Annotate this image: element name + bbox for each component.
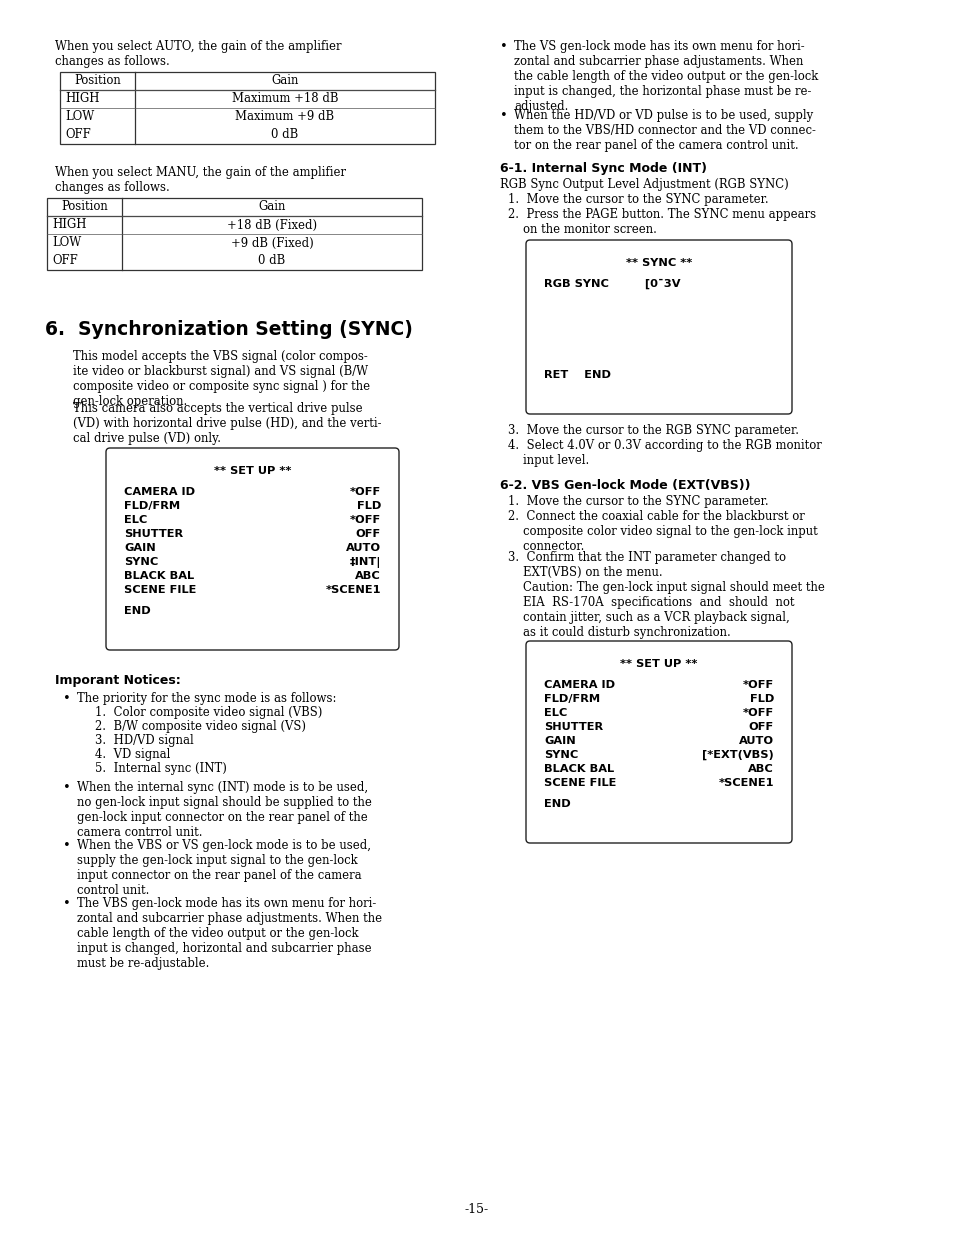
Text: 4.  Select 4.0V or 0.3V according to the RGB monitor
    input level.: 4. Select 4.0V or 0.3V according to the … [507, 439, 821, 467]
Text: RGB Sync Output Level Adjustment (RGB SYNC): RGB Sync Output Level Adjustment (RGB SY… [499, 178, 788, 191]
Text: +18 dB (Fixed): +18 dB (Fixed) [227, 218, 316, 232]
Text: Imporant Notices:: Imporant Notices: [55, 673, 180, 687]
Text: When you select MANU, the gain of the amplifier
changes as follows.: When you select MANU, the gain of the am… [55, 166, 346, 194]
Text: 2.  B/W composite video signal (VS): 2. B/W composite video signal (VS) [95, 721, 306, 733]
Text: 1.  Color composite video signal (VBS): 1. Color composite video signal (VBS) [95, 706, 322, 719]
Text: [*EXT(VBS): [*EXT(VBS) [701, 750, 773, 760]
Text: HIGH: HIGH [65, 93, 99, 105]
Text: Maximum +9 dB: Maximum +9 dB [235, 110, 335, 124]
Text: OFF: OFF [748, 722, 773, 732]
FancyBboxPatch shape [525, 240, 791, 413]
FancyBboxPatch shape [525, 641, 791, 843]
Text: The VS gen-lock mode has its own menu for hori-
zontal and subcarrier phase adju: The VS gen-lock mode has its own menu fo… [514, 40, 818, 113]
Text: •: • [63, 898, 71, 910]
Text: BLACK BAL: BLACK BAL [124, 571, 193, 581]
Text: 6-1. Internal Sync Mode (INT): 6-1. Internal Sync Mode (INT) [499, 162, 706, 175]
Text: 3.  Confirm that the INT parameter changed to
    EXT(VBS) on the menu.
    Caut: 3. Confirm that the INT parameter change… [507, 551, 824, 639]
Text: When the internal sync (INT) mode is to be used,
no gen-lock input signal should: When the internal sync (INT) mode is to … [77, 781, 372, 839]
Text: +9 dB (Fixed): +9 dB (Fixed) [231, 236, 313, 250]
Text: SCENE FILE: SCENE FILE [124, 586, 196, 595]
Text: RET    END: RET END [543, 370, 610, 380]
Text: When the HD/VD or VD pulse is to be used, supply
them to the VBS/HD connector an: When the HD/VD or VD pulse is to be used… [514, 109, 815, 152]
Text: *OFF: *OFF [350, 515, 380, 525]
Bar [47, 198, 421, 270]
Text: AUTO: AUTO [739, 737, 773, 747]
Text: 2.  Connect the coaxial cable for the blackburst or
    composite color video si: 2. Connect the coaxial cable for the bla… [507, 510, 817, 553]
Text: *OFF: *OFF [350, 487, 380, 496]
Text: •: • [499, 109, 507, 123]
Text: SYNC: SYNC [124, 557, 158, 567]
Text: END: END [543, 799, 570, 808]
Text: 3.  HD/VD signal: 3. HD/VD signal [95, 734, 193, 747]
Bar [60, 72, 435, 144]
Text: Position: Position [74, 74, 121, 88]
Text: 6-2. VBS Gen-lock Mode (EXT(VBS)): 6-2. VBS Gen-lock Mode (EXT(VBS)) [499, 479, 750, 491]
Text: ** SYNC **: ** SYNC ** [625, 258, 691, 267]
Text: ABC: ABC [355, 571, 380, 581]
Text: *SCENE1: *SCENE1 [325, 586, 380, 595]
Text: OFF: OFF [52, 255, 77, 267]
Text: END: END [124, 605, 151, 617]
Text: GAIN: GAIN [543, 737, 576, 747]
Text: 2.  Press the PAGE button. The SYNC menu appears
    on the monitor screen.: 2. Press the PAGE button. The SYNC menu … [507, 208, 815, 236]
Text: When the VBS or VS gen-lock mode is to be used,
supply the gen-lock input signal: When the VBS or VS gen-lock mode is to b… [77, 839, 371, 898]
Text: *OFF: *OFF [742, 680, 773, 690]
Text: ‡INT|: ‡INT| [349, 557, 380, 568]
Text: The VBS gen-lock mode has its own menu for hori-
zontal and subcarrier phase adj: The VBS gen-lock mode has its own menu f… [77, 898, 382, 971]
Text: SCENE FILE: SCENE FILE [543, 777, 616, 789]
Text: Gain: Gain [271, 74, 298, 88]
Text: GAIN: GAIN [124, 543, 155, 553]
Text: ELC: ELC [543, 708, 567, 718]
Text: This model accepts the VBS signal (color compos-
ite video or blackburst signal): This model accepts the VBS signal (color… [73, 350, 370, 409]
Text: Maximum +18 dB: Maximum +18 dB [232, 93, 338, 105]
Text: 3.  Move the cursor to the RGB SYNC parameter.: 3. Move the cursor to the RGB SYNC param… [507, 423, 799, 437]
Text: SHUTTER: SHUTTER [543, 722, 602, 732]
Text: CAMERA ID: CAMERA ID [124, 487, 195, 496]
Text: 0 dB: 0 dB [271, 129, 298, 141]
Text: •: • [63, 692, 71, 704]
Text: •: • [63, 781, 71, 794]
Text: FLD/FRM: FLD/FRM [124, 501, 180, 511]
Text: Position: Position [61, 201, 108, 213]
Text: 1.  Move the cursor to the SYNC parameter.: 1. Move the cursor to the SYNC parameter… [507, 193, 768, 206]
Text: ** SET UP **: ** SET UP ** [213, 465, 291, 475]
Text: •: • [499, 40, 507, 53]
Text: •: • [63, 839, 71, 852]
Text: SHUTTER: SHUTTER [124, 529, 183, 539]
Text: BLACK BAL: BLACK BAL [543, 764, 614, 774]
Text: -15-: -15- [464, 1203, 489, 1216]
Text: ABC: ABC [747, 764, 773, 774]
Text: 0 dB: 0 dB [258, 255, 285, 267]
Text: LOW: LOW [65, 110, 94, 124]
Text: 5.  Internal sync (INT): 5. Internal sync (INT) [95, 763, 227, 775]
Text: *OFF: *OFF [742, 708, 773, 718]
Text: ELC: ELC [124, 515, 147, 525]
Text: 6.  Synchronization Setting (SYNC): 6. Synchronization Setting (SYNC) [45, 319, 413, 339]
Text: ** SET UP **: ** SET UP ** [619, 659, 697, 669]
Text: FLD: FLD [356, 501, 380, 511]
Text: The priority for the sync mode is as follows:: The priority for the sync mode is as fol… [77, 692, 336, 704]
Text: CAMERA ID: CAMERA ID [543, 680, 615, 690]
Text: AUTO: AUTO [346, 543, 380, 553]
Text: OFF: OFF [65, 129, 91, 141]
Text: Gain: Gain [258, 201, 285, 213]
Text: HIGH: HIGH [52, 218, 87, 232]
Text: *SCENE1: *SCENE1 [718, 777, 773, 789]
Text: OFF: OFF [355, 529, 380, 539]
Text: RGB SYNC         [0¯3V: RGB SYNC [0¯3V [543, 279, 679, 290]
Text: FLD/FRM: FLD/FRM [543, 695, 599, 704]
Text: LOW: LOW [52, 236, 81, 250]
Text: SYNC: SYNC [543, 750, 578, 760]
Text: FLD: FLD [749, 695, 773, 704]
Text: This camera also accepts the vertical drive pulse
(VD) with horizontal drive pul: This camera also accepts the vertical dr… [73, 402, 381, 444]
FancyBboxPatch shape [106, 448, 398, 650]
Text: 1.  Move the cursor to the SYNC parameter.: 1. Move the cursor to the SYNC parameter… [507, 495, 768, 508]
Text: 4.  VD signal: 4. VD signal [95, 748, 171, 761]
Text: When you select AUTO, the gain of the amplifier
changes as follows.: When you select AUTO, the gain of the am… [55, 40, 341, 68]
